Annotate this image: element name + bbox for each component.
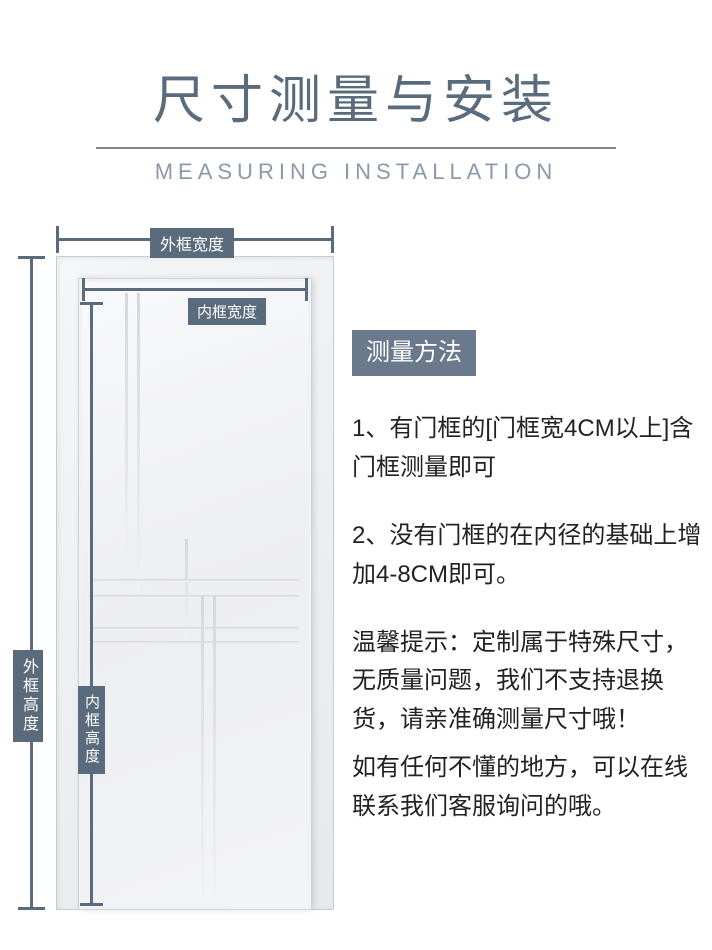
door-leaf-icon [78, 278, 312, 910]
title-en: MEASURING INSTALLATION [0, 159, 712, 185]
divider [96, 147, 616, 149]
door-diagram: 外框宽度 外框高度 内框宽度 内框高度 [10, 220, 340, 920]
instruction-1: 1、有门框的[门框宽4CM以上]含门框测量即可 [352, 410, 702, 487]
tip-1: 温馨提示：定制属于特殊尺寸，无质量问题，我们不支持退换货，请亲准确测量尺寸哦！ [352, 624, 702, 739]
outer-width-label: 外框宽度 [150, 228, 234, 258]
header: 尺寸测量与安装 MEASURING INSTALLATION [0, 0, 712, 185]
inner-width-line-icon [82, 288, 308, 291]
inner-height-label: 内框高度 [78, 686, 105, 774]
method-title: 测量方法 [352, 330, 476, 376]
title-cn: 尺寸测量与安装 [0, 58, 712, 133]
tip-2: 如有任何不懂的地方，可以在线联系我们客服询问的哦。 [352, 749, 702, 826]
outer-height-line-icon [30, 256, 33, 910]
instruction-2: 2、没有门框的在内径的基础上增加4-8CM即可。 [352, 517, 702, 594]
outer-height-label: 外框高度 [13, 650, 43, 742]
instructions: 测量方法 1、有门框的[门框宽4CM以上]含门框测量即可 2、没有门框的在内径的… [352, 330, 702, 826]
inner-width-label: 内框宽度 [188, 298, 266, 325]
inner-height-line-icon [90, 302, 93, 906]
